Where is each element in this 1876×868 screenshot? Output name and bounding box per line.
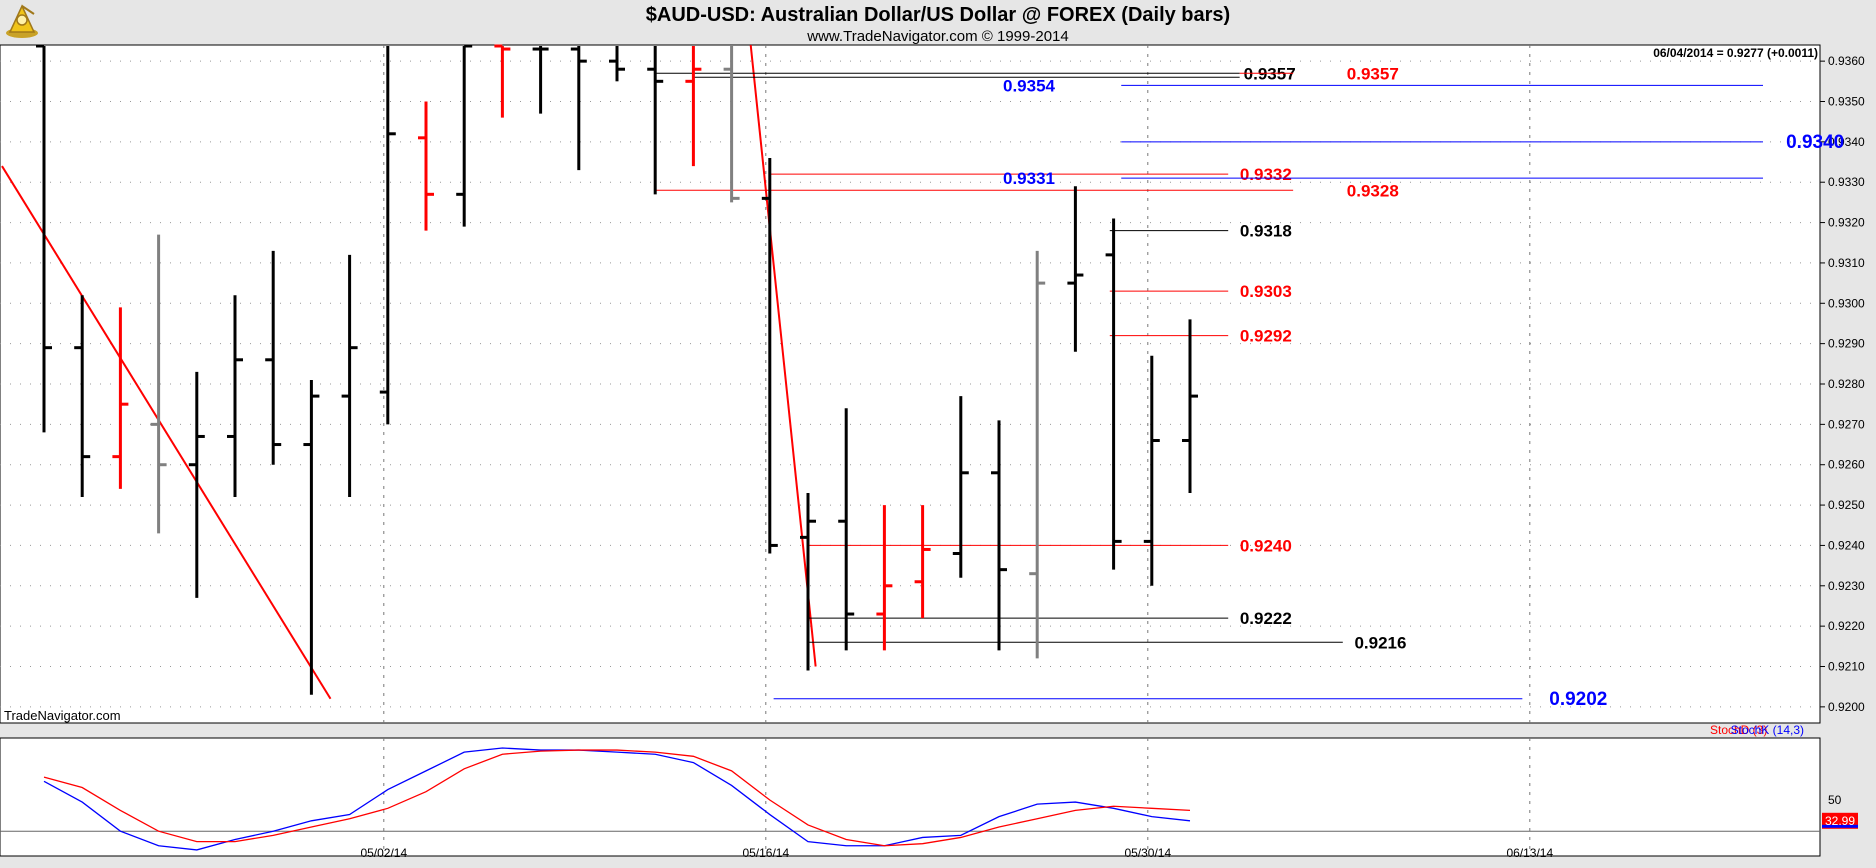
y-tick-label: 0.9350 <box>1828 95 1865 109</box>
ohlc-bar <box>74 295 91 497</box>
ohlc-bar <box>723 46 740 203</box>
legend-stoch-k: StochK (14,3) <box>1731 723 1804 737</box>
ohlc-bar <box>914 505 931 619</box>
ohlc-bar <box>456 44 473 227</box>
y-tick-label: 0.9240 <box>1828 538 1865 552</box>
x-tick-label: 05/30/14 <box>1124 846 1171 860</box>
ohlc-bars <box>36 44 1198 695</box>
stochastic-panel <box>0 737 1821 857</box>
ohlc-bar <box>761 158 778 554</box>
stoch-tick-label: 50 <box>1828 793 1842 807</box>
y-tick-label: 0.9310 <box>1828 256 1865 270</box>
y-tick-label: 0.9260 <box>1828 458 1865 472</box>
chart-title: $AUD-USD: Australian Dollar/US Dollar @ … <box>646 4 1230 26</box>
price-axis: 0.9360 0.9350 0.9340 0.9330 0.9320 0.9310 0.93… <box>1820 54 1865 807</box>
y-tick-label: 0.9200 <box>1828 700 1865 714</box>
date-axis: 05/02/14 05/16/14 05/30/14 06/13/14 <box>360 846 1553 860</box>
level-label: 0.9303 <box>1240 282 1292 301</box>
ohlc-bar <box>150 234 167 534</box>
ohlc-bar <box>838 408 855 651</box>
ohlc-bar <box>685 46 702 167</box>
level-label: 0.9354 <box>1003 76 1056 95</box>
stoch-k-line <box>43 747 1191 851</box>
ohlc-bar <box>609 46 625 82</box>
ohlc-bar <box>1105 218 1122 570</box>
x-tick-label: 06/13/14 <box>1506 846 1553 860</box>
y-tick-label: 0.9340 <box>1828 135 1865 149</box>
x-tick-label: 05/02/14 <box>360 846 407 860</box>
last-price-info: 06/04/2014 = 0.9277 (+0.0011) <box>1653 46 1818 60</box>
grid-layer <box>0 45 1820 856</box>
stoch-value-text: 32.99 <box>1825 814 1855 828</box>
level-label: 0.9216 <box>1354 633 1406 652</box>
y-tick-label: 0.9360 <box>1828 54 1865 68</box>
ohlc-bar <box>188 371 205 598</box>
ohlc-bar <box>112 307 129 489</box>
ohlc-bar <box>227 295 243 497</box>
watermark-text: TradeNavigator.com <box>4 708 121 723</box>
ohlc-bar <box>36 44 52 433</box>
y-tick-label: 0.9330 <box>1828 175 1865 189</box>
ohlc-bar <box>265 250 282 465</box>
stochastic-legend: StochD (3) StochK (14,3) <box>1710 723 1804 737</box>
ohlc-bar <box>647 46 664 195</box>
legend-stoch-d: StochD (3) <box>1710 723 1767 737</box>
y-tick-label: 0.9320 <box>1828 216 1865 230</box>
level-label: 0.9340 <box>1786 132 1844 153</box>
trendline <box>749 44 817 667</box>
y-tick-label: 0.9210 <box>1828 660 1865 674</box>
level-label: 0.9331 <box>1003 169 1055 188</box>
ohlc-bar <box>341 254 358 497</box>
y-tick-label: 0.9300 <box>1828 296 1865 310</box>
ohlc-bar <box>1143 355 1160 586</box>
level-label: 0.9240 <box>1240 536 1292 555</box>
sextant-logo-icon <box>6 4 38 38</box>
ohlc-bar <box>418 101 434 231</box>
ohlc-bar <box>379 46 396 425</box>
ohlc-bar <box>1067 186 1084 352</box>
x-tick-label: 05/16/14 <box>742 846 789 860</box>
ohlc-bar <box>991 420 1007 651</box>
level-label: 0.9332 <box>1240 165 1292 184</box>
ohlc-bar <box>952 396 969 578</box>
ohlc-bar <box>532 46 549 114</box>
stoch-value-badge-underline <box>1822 824 1858 828</box>
y-tick-label: 0.9280 <box>1828 377 1865 391</box>
ohlc-bar <box>494 44 511 118</box>
ohlc-bar <box>570 46 587 171</box>
ohlc-bar <box>303 379 320 695</box>
ohlc-bar <box>1182 319 1198 493</box>
trendline <box>1 165 332 700</box>
y-tick-label: 0.9250 <box>1828 498 1865 512</box>
y-tick-label: 0.9220 <box>1828 619 1865 633</box>
level-label: 0.9202 <box>1549 689 1607 710</box>
ohlc-bar <box>1029 250 1046 659</box>
stoch-d-line <box>43 749 1191 847</box>
y-tick-label: 0.9290 <box>1828 337 1865 351</box>
stochastic-lines: 32.99 <box>43 747 1858 851</box>
level-label: 0.9292 <box>1240 327 1292 346</box>
y-tick-label: 0.9270 <box>1828 417 1865 431</box>
price-levels: 0.9357 0.93570.93540.93400.93320.93310.93… <box>655 64 1844 710</box>
header: $AUD-USD: Australian Dollar/US Dollar @ … <box>646 4 1230 45</box>
ohlc-bar <box>800 492 816 671</box>
trendlines <box>1 44 817 700</box>
level-label: 0.9222 <box>1240 609 1292 628</box>
ohlc-bar <box>876 505 893 651</box>
y-tick-label: 0.9230 <box>1828 579 1865 593</box>
chart-subtitle: www.TradeNavigator.com © 1999-2014 <box>806 28 1068 45</box>
level-label: 0.9357 <box>1347 64 1399 83</box>
level-label: 0.9318 <box>1240 222 1292 241</box>
level-label: 0.9328 <box>1347 181 1399 200</box>
